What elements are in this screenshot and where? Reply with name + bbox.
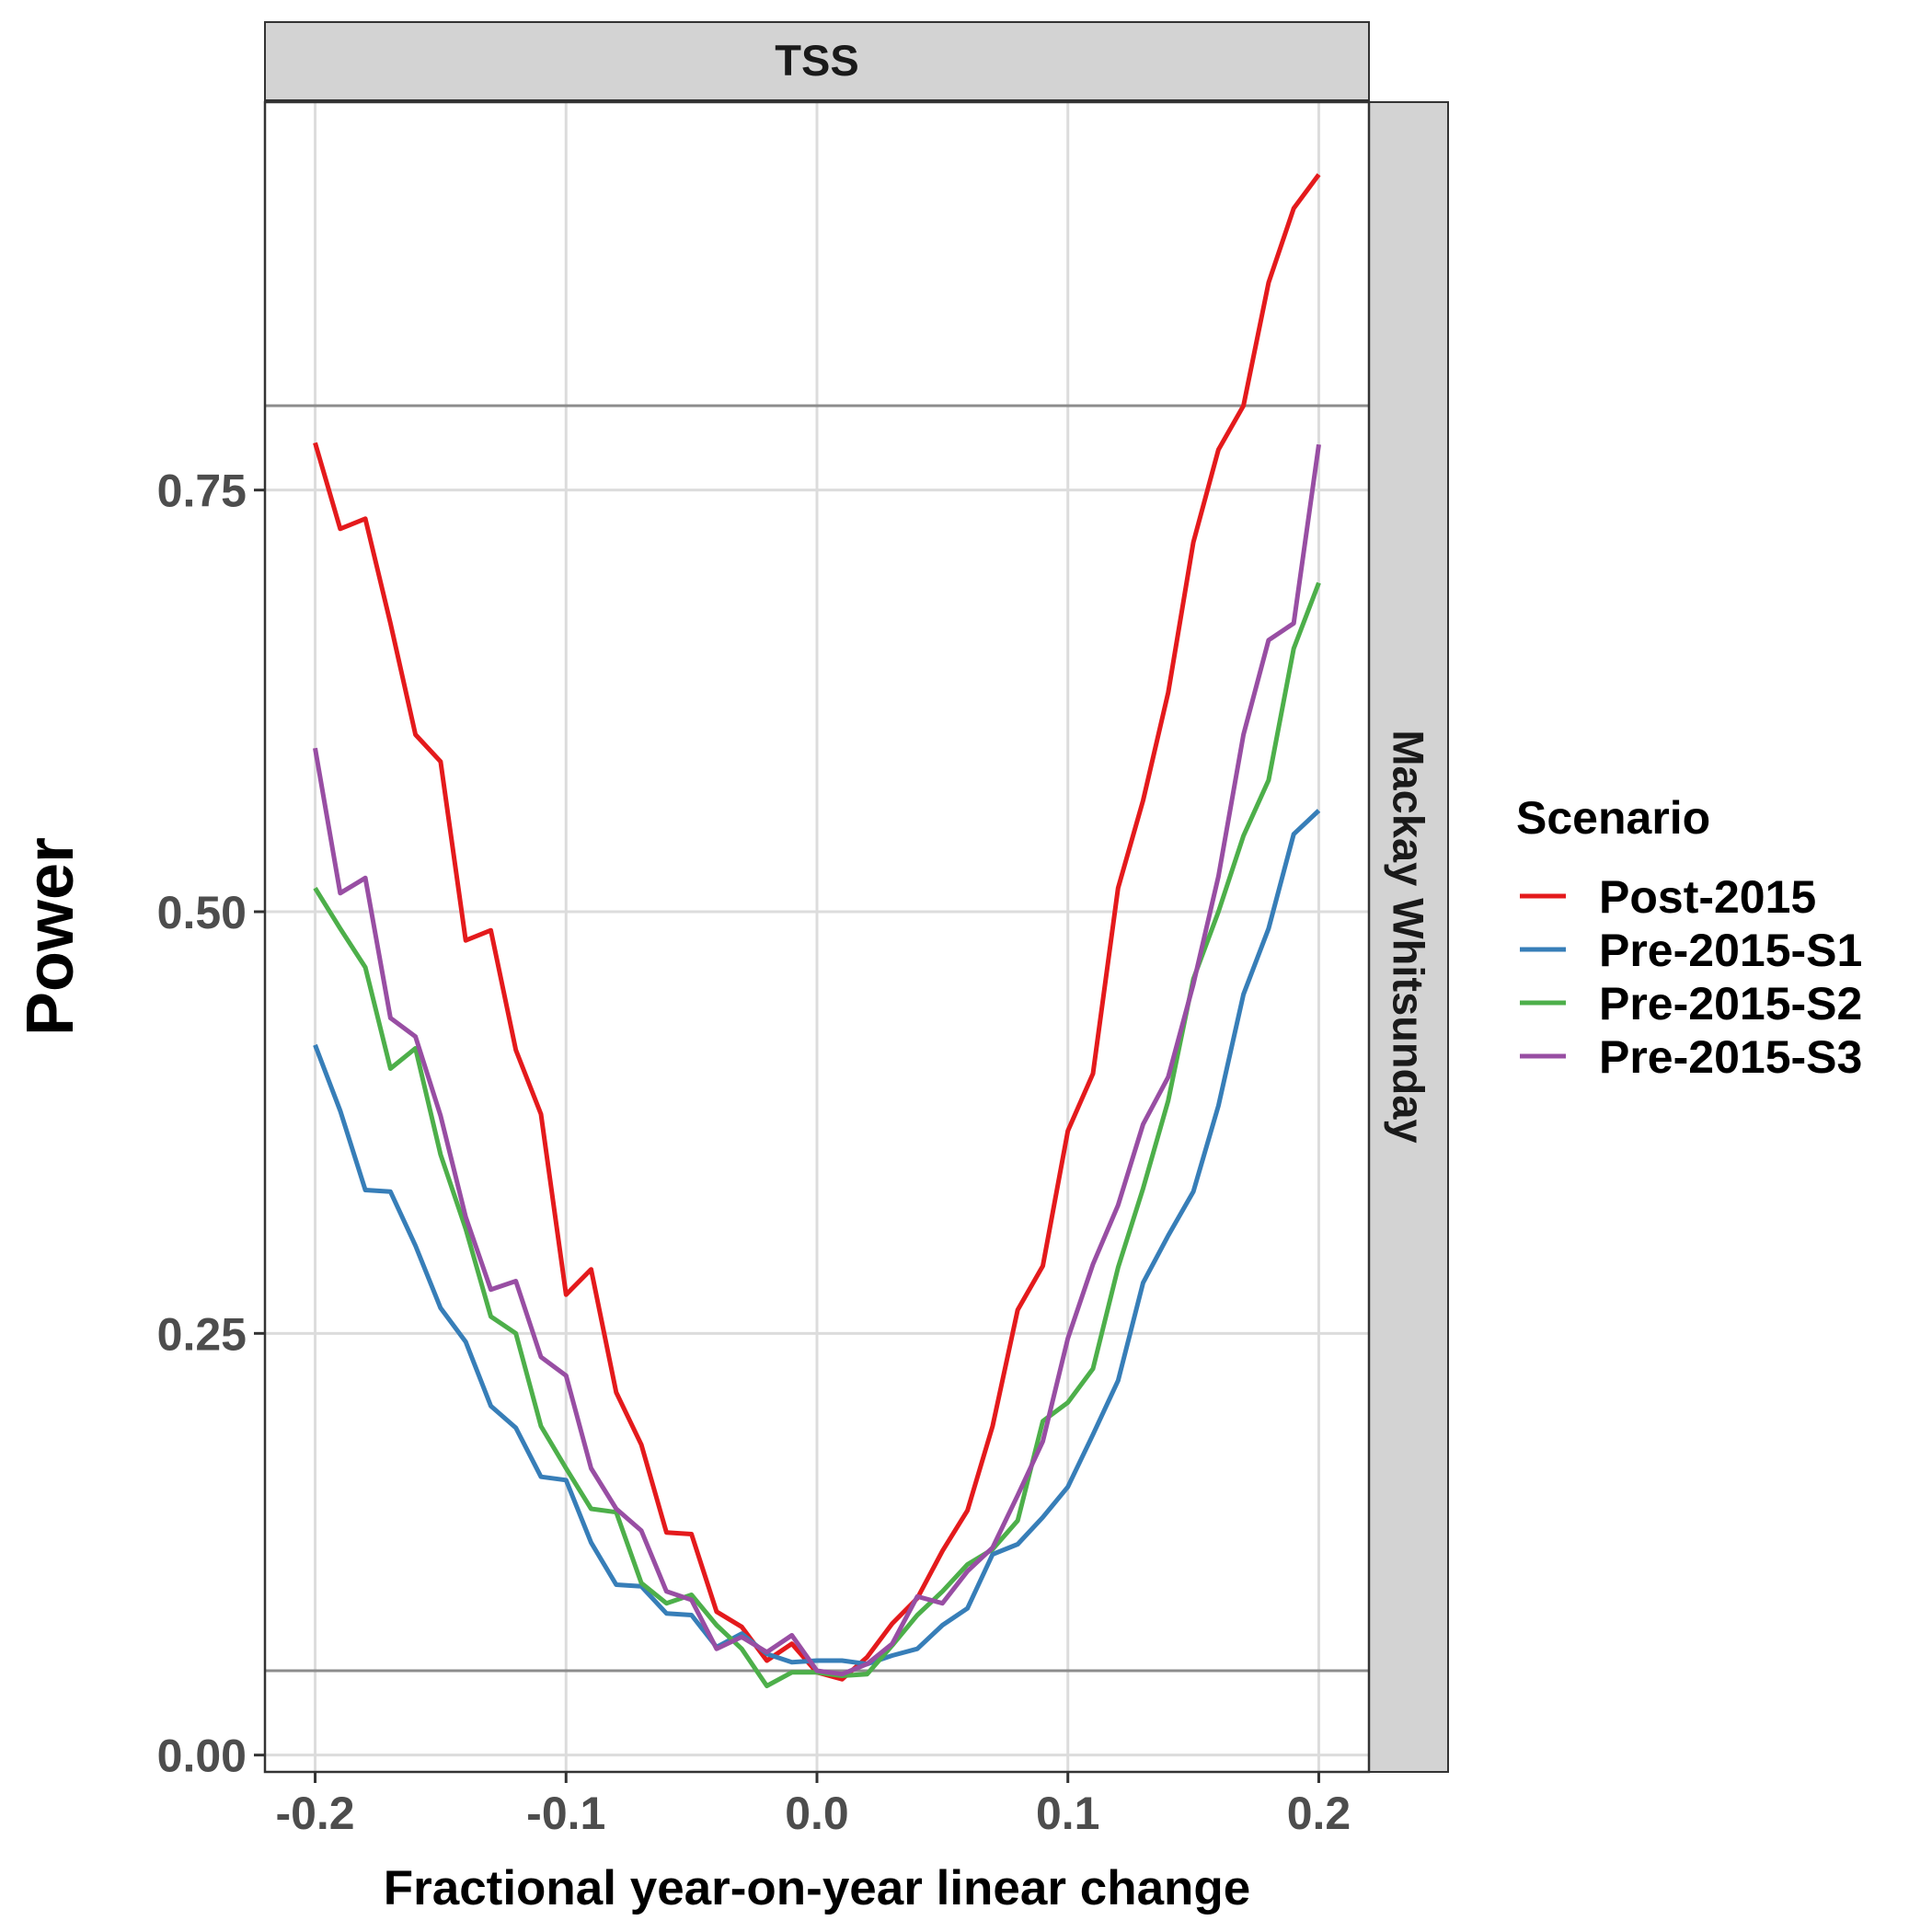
grid-lines — [265, 102, 1369, 1772]
x-tick-label: 0.2 — [1287, 1788, 1351, 1839]
y-tick-label: 0.75 — [157, 466, 247, 517]
legend-title: Scenario — [1516, 792, 1710, 844]
x-axis: -0.2 -0.1 0.0 0.1 0.2 — [275, 1772, 1351, 1839]
y-axis: 0.00 0.25 0.50 0.75 — [157, 466, 265, 1782]
legend-label-pre-2015-s2: Pre-2015-S2 — [1599, 978, 1862, 1029]
y-axis-title: Power — [14, 837, 87, 1036]
facet-strip-right — [1368, 101, 1449, 1773]
x-tick-label: 0.0 — [785, 1788, 849, 1839]
facet-strip-right-label: Mackay Whitsunday — [1385, 730, 1433, 1143]
facet-strip-top — [264, 21, 1370, 101]
legend-label-pre-2015-s3: Pre-2015-S3 — [1599, 1031, 1862, 1083]
legend: Scenario Post-2015Pre-2015-S1Pre-2015-S2… — [1516, 792, 1862, 1083]
legend-label-pre-2015-s1: Pre-2015-S1 — [1599, 925, 1862, 976]
x-tick-label: 0.1 — [1036, 1788, 1100, 1839]
x-tick-label: -0.1 — [526, 1788, 605, 1839]
y-tick-label: 0.25 — [157, 1308, 247, 1360]
y-tick-label: 0.00 — [157, 1731, 247, 1782]
y-tick-label: 0.50 — [157, 887, 247, 938]
series-line-pre-2015-s1 — [313, 809, 1321, 1667]
plot-panel — [263, 100, 1371, 1774]
series-lines — [313, 173, 1321, 1688]
x-axis-title: Fractional year-on-year linear change — [384, 1861, 1251, 1915]
x-tick-label: -0.2 — [275, 1788, 354, 1839]
legend-label-post-2015: Post-2015 — [1599, 871, 1816, 923]
facet-strip-top-label: TSS — [775, 36, 858, 85]
series-line-pre-2015-s3 — [313, 443, 1321, 1677]
